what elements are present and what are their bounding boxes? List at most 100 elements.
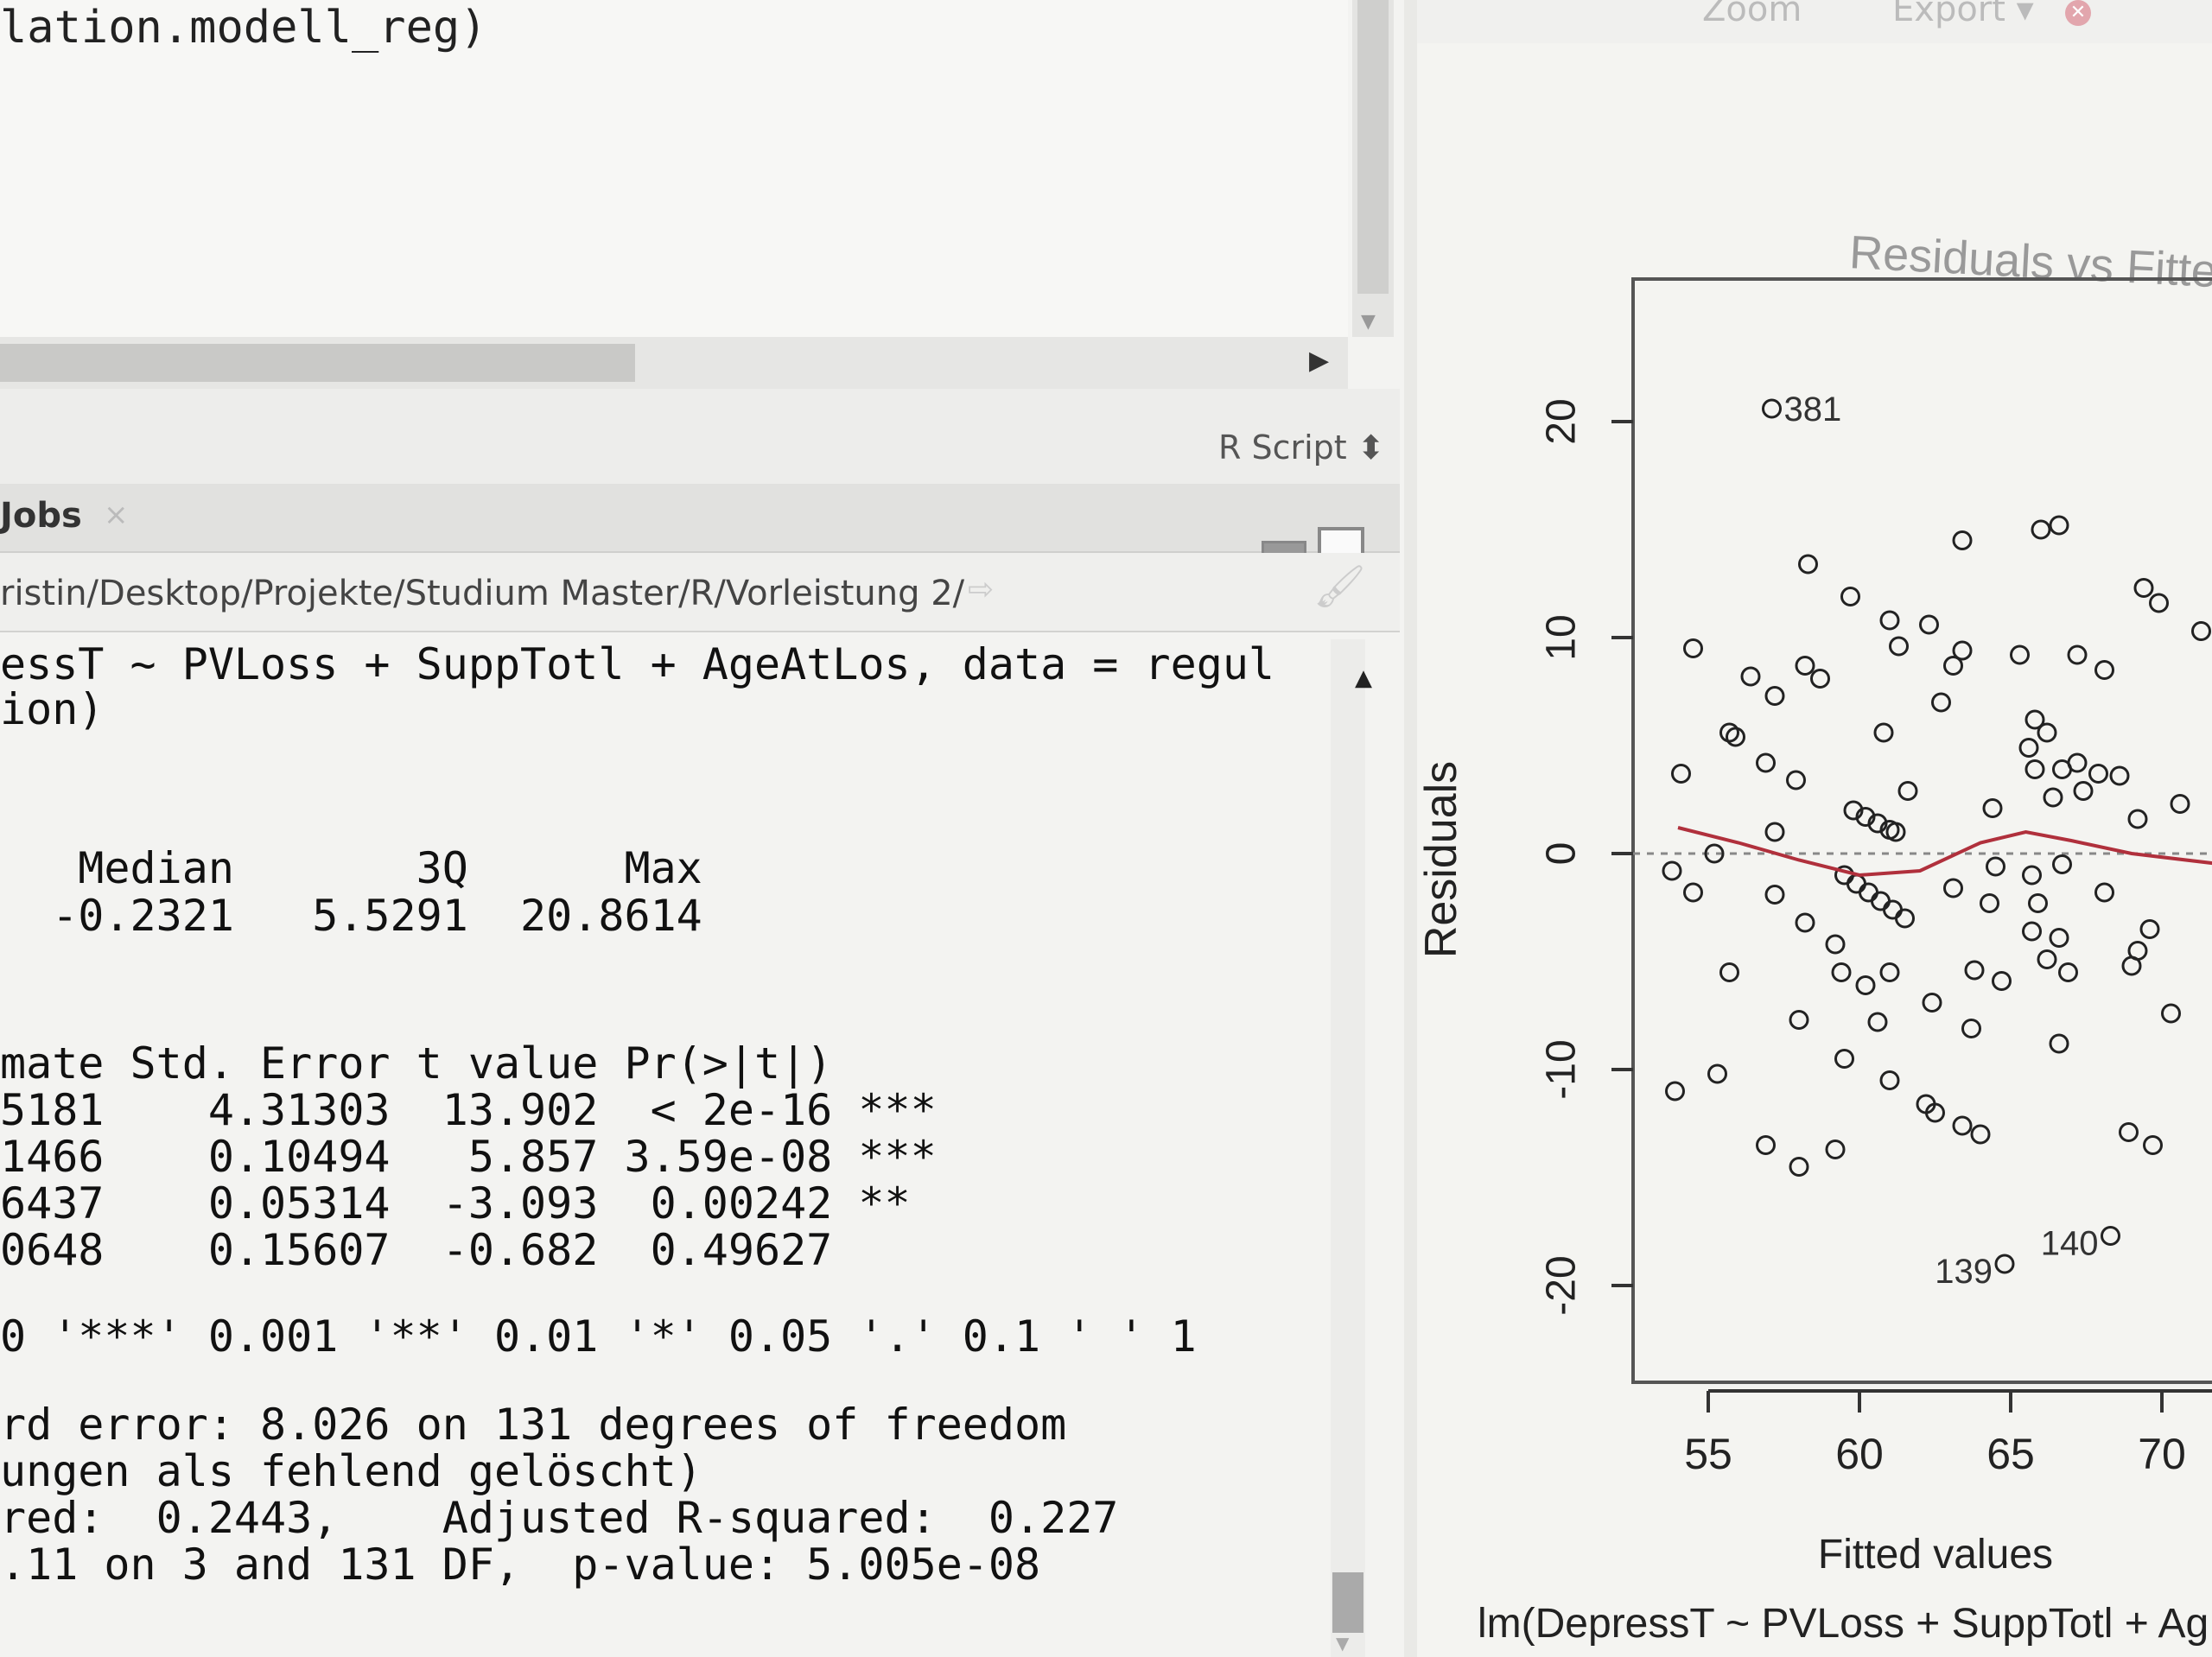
data-point: [1922, 993, 1942, 1013]
labelled-data-point: [1994, 1254, 2015, 1274]
data-point: [1825, 1140, 1846, 1159]
data-point: [1943, 656, 1963, 676]
data-point: [1683, 638, 1703, 658]
data-point: [2191, 621, 2211, 641]
scroll-down-icon[interactable]: ▼: [1336, 1633, 1350, 1654]
data-point: [1825, 934, 1846, 955]
console-line: 0648 0.15607 -0.682 0.49627: [0, 1225, 833, 1275]
data-point: [1919, 614, 1939, 635]
data-point: [1879, 610, 1900, 631]
y-tick-label: -20: [1539, 1255, 1585, 1315]
console-line: ungen als fehlend gelöscht): [0, 1446, 702, 1496]
data-point: [1931, 692, 1951, 713]
data-point: [1867, 1012, 1888, 1032]
code-line[interactable]: lation.modell_reg): [0, 2, 487, 54]
data-point: [1952, 640, 1973, 661]
rstudio-left-column: lation.modell_reg) ▼ ▶ R Script ⬍ Jobs ×…: [0, 0, 1404, 1657]
console-line: mate Std. Error t value Pr(>|t|): [0, 1038, 833, 1089]
data-point: [1764, 822, 1785, 842]
data-point: [1810, 669, 1830, 689]
editor-horizontal-scrollbar[interactable]: ▶: [0, 337, 1348, 389]
data-point: [1879, 962, 1900, 982]
plot-subtitle: lm(DepressT ~ PVLoss + SuppTotl + Ag: [1478, 1601, 2209, 1647]
data-point: [2149, 593, 2169, 613]
data-point: [1789, 1157, 1809, 1177]
close-tab-icon[interactable]: ×: [104, 498, 129, 532]
scroll-up-icon[interactable]: ▲: [1355, 665, 1372, 691]
data-point: [2031, 519, 2051, 540]
data-point: [2052, 854, 2072, 874]
data-point: [2133, 578, 2154, 598]
data-point: [2161, 1003, 2181, 1024]
console-line: 5181 4.31303 13.902 < 2e-16 ***: [0, 1085, 937, 1135]
x-tick-label: 60: [1835, 1430, 1884, 1478]
scroll-down-icon[interactable]: ▼: [1361, 311, 1376, 333]
loess-smoother-line: [1677, 826, 2212, 878]
export-button[interactable]: Export ▾: [1892, 0, 2034, 29]
plot-title: Residuals vs Fitted: [1848, 226, 2212, 299]
console-line: rd error: 8.026 on 131 degrees of freedo…: [0, 1400, 1067, 1450]
source-editor[interactable]: lation.modell_reg): [0, 0, 1348, 337]
data-point: [1662, 860, 1682, 881]
file-type-selector[interactable]: R Script ⬍: [1218, 429, 1385, 467]
data-point: [1873, 722, 1894, 743]
labelled-data-point: [1762, 398, 1782, 419]
data-point: [2109, 765, 2130, 786]
data-point: [1834, 1049, 1854, 1069]
data-point: [1867, 813, 1888, 834]
editor-scroll-thumb[interactable]: [1357, 0, 1389, 294]
data-point: [2043, 787, 2063, 808]
x-axis-label: Fitted values: [1818, 1532, 2053, 1578]
data-point: [2094, 660, 2114, 680]
console-vertical-scrollbar[interactable]: ▲ ▼: [1331, 639, 1372, 1657]
data-point: [2024, 709, 2045, 730]
data-point: [2119, 1122, 2139, 1142]
data-point: [1964, 960, 1985, 981]
editor-vertical-scrollbar[interactable]: ▼: [1352, 0, 1394, 337]
data-point: [1764, 885, 1785, 905]
data-point: [2058, 962, 2078, 982]
x-tick-label: 55: [1684, 1430, 1732, 1478]
data-point: [1897, 781, 1918, 801]
data-point: [1719, 962, 1739, 982]
data-point: [2022, 865, 2042, 886]
data-point: [1798, 554, 1818, 575]
data-point: [2049, 928, 2069, 948]
remove-plot-icon[interactable]: ✕: [2065, 0, 2091, 26]
data-point: [1970, 1124, 1991, 1145]
data-point: [1764, 686, 1785, 706]
y-tick-label: 10: [1539, 614, 1585, 660]
data-point: [1889, 636, 1909, 657]
y-tick-label: 20: [1539, 398, 1585, 444]
go-to-directory-icon[interactable]: ⇨: [968, 572, 995, 607]
console-line: Median 3Q Max: [0, 843, 702, 893]
data-point: [2022, 921, 2042, 942]
point-label: 140: [2041, 1225, 2099, 1263]
data-point: [2143, 1135, 2163, 1155]
zoom-button[interactable]: Zoom: [1702, 0, 1802, 29]
data-point: [2170, 794, 2190, 814]
data-point: [1683, 882, 1703, 903]
editor-hscroll-thumb[interactable]: [0, 344, 635, 382]
data-point: [1885, 822, 1906, 842]
console-line: .11 on 3 and 131 DF, p-value: 5.005e-08: [0, 1540, 1041, 1590]
data-point: [1855, 807, 1876, 827]
clear-console-icon[interactable]: 🖌: [1313, 562, 1366, 611]
y-tick-label: -10: [1539, 1039, 1585, 1099]
data-point: [1840, 587, 1860, 606]
data-point: [1859, 882, 1878, 903]
data-point: [1795, 912, 1815, 933]
console-tab-bar: Jobs ×: [0, 484, 1400, 568]
scroll-right-icon[interactable]: ▶: [1309, 346, 1330, 376]
console-scroll-thumb[interactable]: [1332, 1572, 1363, 1633]
data-point: [1789, 1010, 1809, 1030]
console-line: 1466 0.10494 5.857 3.59e-08 ***: [0, 1132, 937, 1182]
console-line: ion): [0, 684, 105, 734]
tab-jobs[interactable]: Jobs: [0, 496, 82, 536]
data-point: [2018, 738, 2039, 758]
data-point: [1756, 752, 1776, 773]
data-point: [1879, 1070, 1900, 1090]
data-point: [1665, 1081, 1685, 1101]
console-output[interactable]: essT ~ PVLoss + SuppTotl + AgeAtLos, dat…: [0, 639, 1296, 1657]
